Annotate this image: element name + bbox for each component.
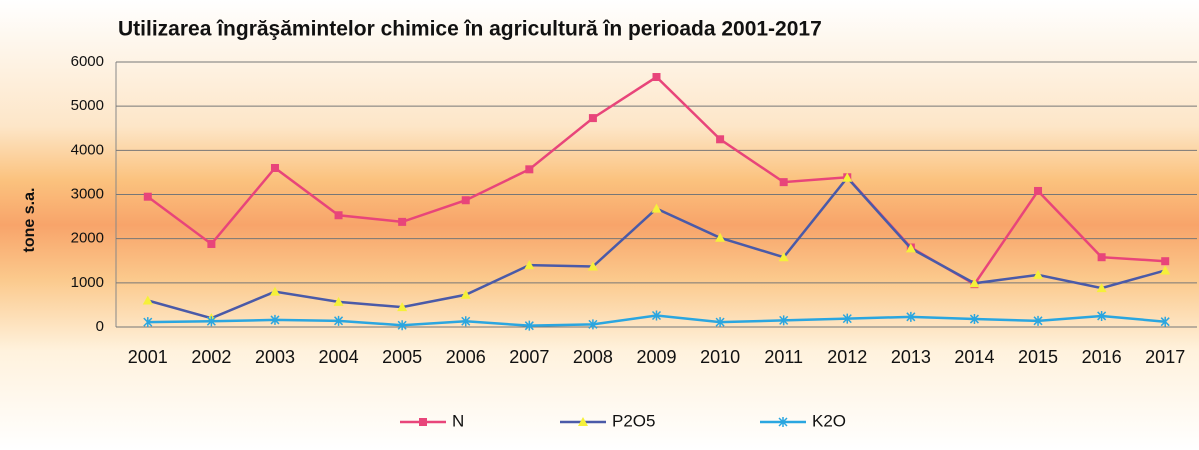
y-tick-label: 6000: [71, 53, 104, 70]
x-tick-label: 2005: [382, 347, 422, 367]
legend-label: P2O5: [612, 411, 655, 430]
x-tick-label: 2007: [509, 347, 549, 367]
marker: [461, 196, 470, 205]
x-tick-label: 2014: [954, 347, 994, 367]
x-tick-label: 2002: [191, 347, 231, 367]
x-tick-label: 2013: [891, 347, 931, 367]
marker: [524, 260, 535, 270]
marker: [334, 315, 344, 326]
marker: [578, 417, 588, 426]
marker: [206, 316, 216, 327]
marker: [1161, 257, 1170, 266]
y-axis-label: tone s.a.: [21, 188, 38, 253]
marker: [652, 73, 661, 82]
y-tick-label: 2000: [71, 230, 104, 247]
marker: [207, 239, 216, 248]
marker: [1034, 186, 1043, 195]
y-tick-label: 5000: [71, 97, 104, 114]
x-tick-label: 2004: [319, 347, 359, 367]
marker: [778, 252, 789, 262]
y-tick-label: 1000: [71, 274, 104, 291]
marker: [398, 217, 407, 226]
marker: [587, 261, 598, 271]
marker: [588, 114, 597, 123]
marker: [397, 320, 407, 331]
marker: [524, 320, 534, 331]
marker: [525, 165, 534, 174]
marker: [588, 319, 598, 330]
marker: [143, 192, 152, 201]
x-tick-label: 2015: [1018, 347, 1058, 367]
marker: [1033, 269, 1044, 279]
marker: [779, 315, 789, 326]
marker: [905, 243, 916, 253]
marker: [715, 232, 726, 242]
marker: [1033, 315, 1043, 326]
legend-label: K2O: [812, 411, 846, 430]
marker: [842, 313, 852, 324]
x-tick-label: 2008: [573, 347, 613, 367]
marker: [397, 302, 408, 312]
marker: [1160, 265, 1171, 275]
marker: [270, 164, 279, 172]
marker: [651, 310, 662, 321]
marker: [906, 311, 916, 322]
x-tick-label: 2010: [700, 347, 740, 367]
x-tick-label: 2003: [255, 347, 295, 367]
marker: [333, 296, 344, 306]
marker: [419, 418, 427, 426]
y-tick-label: 4000: [71, 141, 104, 158]
marker: [142, 295, 153, 305]
marker: [460, 289, 471, 299]
marker: [270, 314, 280, 325]
x-tick-label: 2012: [827, 347, 867, 367]
x-tick-label: 2011: [764, 347, 803, 367]
marker: [1096, 283, 1107, 293]
x-tick-label: 2001: [128, 347, 168, 367]
x-tick-label: 2009: [636, 347, 676, 367]
marker: [842, 172, 853, 182]
legend-label: N: [452, 411, 464, 430]
y-tick-label: 3000: [71, 185, 104, 202]
marker: [143, 317, 153, 328]
marker: [778, 417, 788, 427]
x-tick-label: 2016: [1082, 347, 1122, 367]
marker: [779, 178, 788, 187]
marker: [651, 203, 662, 213]
marker: [969, 314, 979, 325]
marker: [334, 211, 343, 220]
marker: [716, 135, 725, 144]
chart-title: Utilizarea îngrăşămintelor chimice în ag…: [118, 18, 822, 41]
marker: [269, 286, 280, 296]
marker: [1097, 310, 1107, 321]
x-tick-label: 2017: [1145, 347, 1185, 367]
marker: [461, 316, 471, 327]
marker: [1160, 316, 1170, 327]
marker: [715, 317, 725, 328]
marker: [969, 278, 980, 288]
marker: [1097, 253, 1106, 262]
y-tick-label: 0: [96, 318, 104, 335]
x-tick-label: 2006: [446, 347, 486, 367]
